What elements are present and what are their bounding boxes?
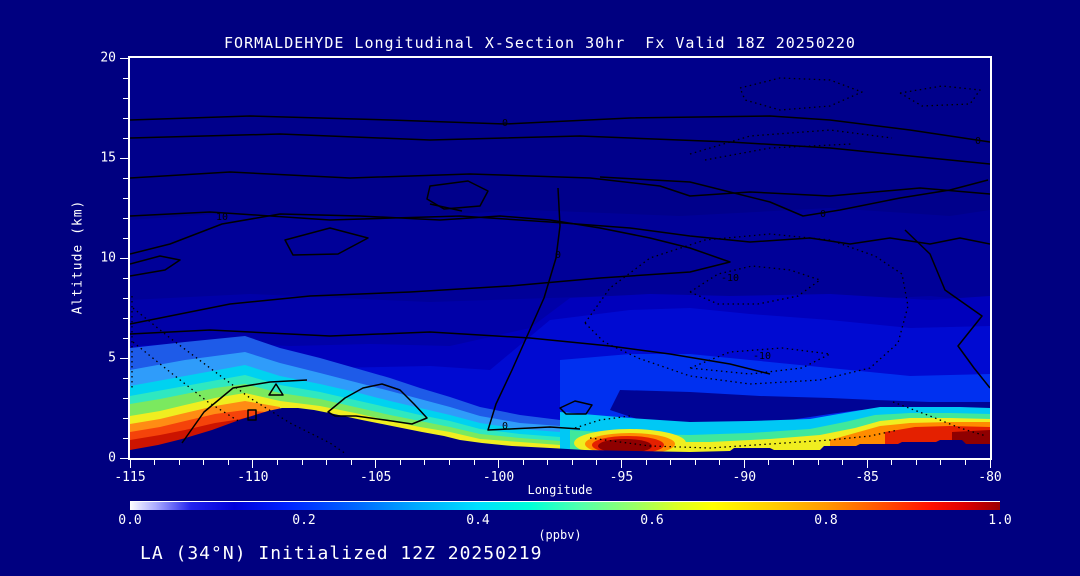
x-axis-tick bbox=[645, 460, 647, 465]
y-axis-tick bbox=[123, 317, 128, 319]
contour-line-label: 0 bbox=[554, 250, 562, 261]
x-axis-tick bbox=[866, 460, 868, 468]
y-axis-tick bbox=[120, 257, 128, 259]
y-axis-tick bbox=[120, 357, 128, 359]
x-axis-tick-label: -85 bbox=[855, 470, 879, 485]
y-axis-tick bbox=[123, 177, 128, 179]
y-axis-tick-label: 5 bbox=[108, 350, 116, 366]
x-axis-tick bbox=[154, 460, 156, 465]
x-axis-tick bbox=[694, 460, 696, 465]
y-axis-tick bbox=[120, 457, 128, 459]
x-axis-tick-label: -110 bbox=[237, 470, 269, 485]
contour-line-label: 10 bbox=[215, 212, 229, 223]
x-axis-tick bbox=[326, 460, 328, 465]
x-axis-tick bbox=[719, 460, 721, 465]
terrain-silhouette bbox=[130, 408, 990, 458]
plot-area: 0 0 10 0 0 -10 -10 0 bbox=[128, 56, 992, 460]
x-axis-tick bbox=[473, 460, 475, 465]
y-axis-tick-label: 15 bbox=[100, 150, 116, 166]
y-axis-tick bbox=[123, 377, 128, 379]
y-axis-tick bbox=[123, 77, 128, 79]
x-axis-tick bbox=[252, 460, 254, 468]
y-axis-tick bbox=[123, 437, 128, 439]
y-axis-tick bbox=[120, 57, 128, 59]
x-axis-tick bbox=[891, 460, 893, 465]
x-axis-tick bbox=[178, 460, 180, 465]
x-axis-tick bbox=[989, 460, 991, 468]
x-axis-tick bbox=[129, 460, 131, 468]
y-axis-tick bbox=[123, 277, 128, 279]
chart-title: FORMALDEHYDE Longitudinal X-Section 30hr… bbox=[224, 34, 856, 52]
y-axis-tick bbox=[123, 117, 128, 119]
x-axis-tick bbox=[620, 460, 622, 468]
contour-line-label: 0 bbox=[819, 209, 827, 220]
x-axis-tick-label: -95 bbox=[609, 470, 634, 485]
y-axis-tick-label: 0 bbox=[108, 450, 116, 466]
y-axis-tick-label: 20 bbox=[100, 50, 116, 66]
x-axis-tick-label: -80 bbox=[978, 470, 1002, 485]
x-axis-tick-label: -105 bbox=[360, 470, 392, 485]
x-axis-tick bbox=[940, 460, 942, 465]
contour-line-label: -10 bbox=[752, 351, 772, 362]
x-axis-tick bbox=[842, 460, 844, 465]
x-axis-tick bbox=[350, 460, 352, 465]
y-axis-tick-label: 10 bbox=[100, 250, 116, 266]
x-axis-tick bbox=[375, 460, 377, 468]
contour-plot-graphic bbox=[130, 58, 990, 458]
x-axis-tick-label: -100 bbox=[482, 470, 515, 485]
y-axis-tick bbox=[123, 417, 128, 419]
y-axis-tick bbox=[123, 397, 128, 399]
x-axis-tick bbox=[743, 460, 745, 468]
x-axis-tick bbox=[498, 460, 500, 468]
y-axis-tick bbox=[123, 97, 128, 99]
x-axis-tick bbox=[964, 460, 966, 465]
y-axis-tick bbox=[123, 237, 128, 239]
contour-line-label: 0 bbox=[501, 118, 509, 129]
contour-lines-solid bbox=[130, 115, 990, 444]
y-axis-tick bbox=[123, 137, 128, 139]
y-axis-tick bbox=[123, 337, 128, 339]
y-axis-tick bbox=[123, 217, 128, 219]
colorbar-units-label: (ppbv) bbox=[538, 528, 582, 542]
contour-line-label: -10 bbox=[720, 273, 740, 284]
x-axis-tick bbox=[399, 460, 401, 465]
x-axis-tick bbox=[448, 460, 450, 465]
x-axis-label: Longitude bbox=[527, 483, 593, 497]
x-axis-tick bbox=[276, 460, 278, 465]
contour-line-label: 0 bbox=[974, 136, 982, 147]
colorbar-tick-label: 1.0 bbox=[988, 513, 1012, 528]
colorbar-tick-label: 0.4 bbox=[466, 513, 490, 528]
y-axis-tick bbox=[123, 197, 128, 199]
x-axis-tick bbox=[424, 460, 426, 465]
contour-line-label: 0 bbox=[501, 421, 509, 432]
x-axis-tick bbox=[817, 460, 819, 465]
y-axis-tick bbox=[120, 157, 128, 159]
contour-lines-dotted bbox=[131, 77, 987, 455]
x-axis-tick bbox=[915, 460, 917, 465]
x-axis-tick-label: -90 bbox=[732, 470, 757, 485]
x-axis-tick bbox=[301, 460, 303, 465]
x-axis-tick bbox=[227, 460, 229, 465]
x-axis-tick bbox=[768, 460, 770, 465]
colorbar-tick-label: 0.8 bbox=[814, 513, 838, 528]
colorbar-gradient bbox=[130, 501, 1000, 510]
x-axis-tick bbox=[547, 460, 549, 465]
x-axis-tick bbox=[203, 460, 205, 465]
x-axis-tick bbox=[522, 460, 524, 465]
initialization-caption: LA (34°N) Initialized 12Z 20250219 bbox=[140, 543, 543, 564]
x-axis-tick bbox=[571, 460, 573, 465]
y-axis-tick bbox=[123, 297, 128, 299]
colorbar-tick-label: 0.6 bbox=[640, 513, 664, 528]
colorbar-tick-label: 0.2 bbox=[292, 513, 316, 528]
x-axis-tick bbox=[596, 460, 598, 465]
x-axis-tick-label: -115 bbox=[114, 470, 146, 485]
x-axis-tick bbox=[792, 460, 794, 465]
colorbar-tick-label: 0.0 bbox=[118, 513, 142, 528]
x-axis-tick bbox=[670, 460, 672, 465]
